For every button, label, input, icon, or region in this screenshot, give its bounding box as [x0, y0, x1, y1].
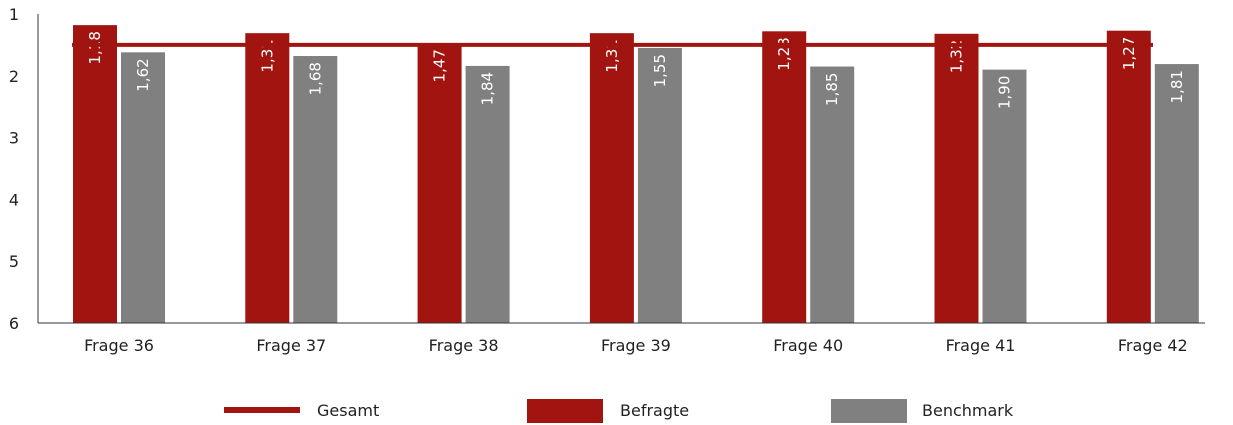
befragte-bar-label: 1,28 [775, 37, 793, 70]
benchmark-bar-label: 1,68 [306, 62, 324, 95]
benchmark-bar [637, 47, 682, 324]
benchmark-bar [810, 66, 855, 323]
category-label: Frage 42 [1118, 336, 1188, 355]
legend-swatch-gesamt [224, 407, 300, 413]
befragte-bar [73, 25, 117, 324]
befragte-bar-label: 1,47 [431, 49, 449, 82]
legend-label-befragte: Befragte [620, 401, 689, 420]
y-tick-label: 2 [9, 67, 19, 86]
bars [73, 25, 1199, 324]
befragte-bar [589, 33, 634, 324]
y-tick-label: 4 [9, 190, 19, 209]
benchmark-bar-label: 1,62 [134, 58, 152, 91]
legend: Gesamt Befragte Benchmark [224, 399, 1014, 423]
legend-label-gesamt: Gesamt [317, 401, 379, 420]
y-tick-label: 1 [9, 5, 19, 24]
category-label: Frage 36 [84, 336, 154, 355]
category-label: Frage 41 [946, 336, 1016, 355]
benchmark-bar-label: 1,85 [823, 73, 841, 106]
y-tick-labels: 1 2 3 4 5 6 [9, 5, 19, 333]
befragte-bar-label: 1,31 [258, 39, 276, 72]
benchmark-bar-label: 1,81 [1168, 70, 1186, 103]
benchmark-bar [1154, 64, 1199, 324]
befragte-bar [762, 31, 807, 323]
benchmark-bar [982, 69, 1027, 324]
benchmark-bar-label: 1,55 [651, 54, 669, 87]
legend-swatch-benchmark [831, 399, 907, 423]
category-label: Frage 38 [429, 336, 499, 355]
benchmark-bar [465, 65, 510, 324]
benchmark-bar-label: 1,84 [479, 72, 497, 105]
y-tick-label: 5 [9, 252, 19, 271]
befragte-bar-label: 1,27 [1120, 37, 1138, 70]
benchmark-bar [121, 52, 165, 323]
benchmark-bar [293, 56, 338, 324]
befragte-bar-label: 1,18 [86, 31, 104, 64]
benchmark-bar-label: 1,90 [996, 76, 1014, 109]
y-tick-label: 6 [9, 314, 19, 333]
befragte-bar [417, 43, 462, 324]
befragte-bar [1106, 30, 1151, 323]
y-tick-label: 3 [9, 129, 19, 148]
befragte-bar [934, 33, 979, 323]
category-label: Frage 39 [601, 336, 671, 355]
category-labels: Frage 36 Frage 37 Frage 38 Frage 39 Frage 40… [84, 336, 1188, 355]
befragte-bar [245, 33, 290, 324]
befragte-bar-label: 1,31 [603, 39, 621, 72]
legend-swatch-befragte [527, 399, 603, 423]
category-label: Frage 40 [773, 336, 843, 355]
category-label: Frage 37 [256, 336, 326, 355]
befragte-bar-label: 1,32 [948, 40, 966, 73]
legend-label-benchmark: Benchmark [922, 401, 1014, 420]
